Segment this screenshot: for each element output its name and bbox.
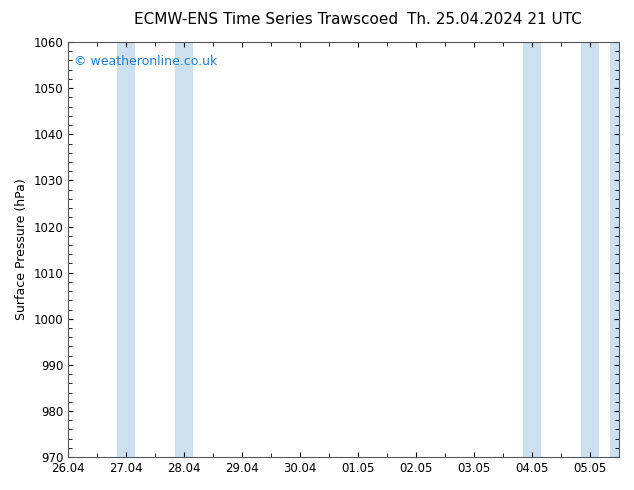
Text: ECMW-ENS Time Series Trawscoed: ECMW-ENS Time Series Trawscoed bbox=[134, 12, 398, 27]
Text: Th. 25.04.2024 21 UTC: Th. 25.04.2024 21 UTC bbox=[407, 12, 582, 27]
Bar bbox=[176, 42, 193, 457]
Text: © weatheronline.co.uk: © weatheronline.co.uk bbox=[74, 54, 217, 68]
Y-axis label: Surface Pressure (hPa): Surface Pressure (hPa) bbox=[15, 179, 28, 320]
Bar bbox=[611, 42, 619, 457]
Bar bbox=[523, 42, 541, 457]
Bar bbox=[117, 42, 135, 457]
Bar bbox=[581, 42, 598, 457]
